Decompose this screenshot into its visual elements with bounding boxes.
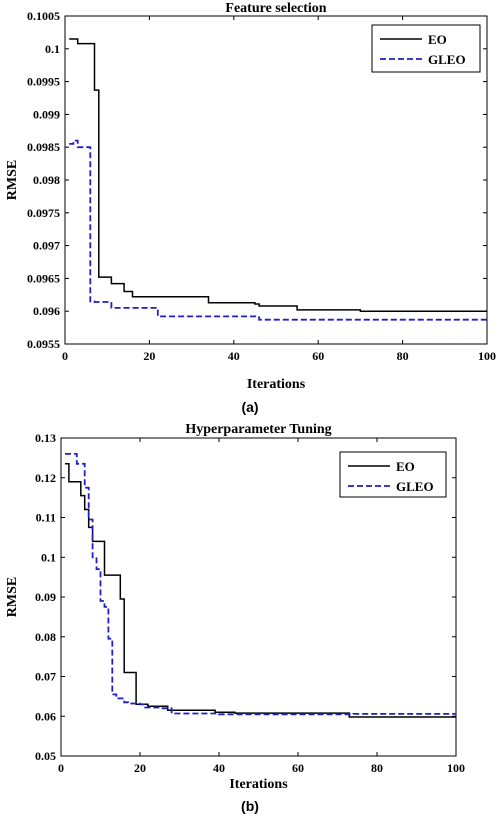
chart-panel-1: Hyperparameter Tuning 0 20 40 60 80 100 0.05 0.0… [5, 422, 465, 814]
x-tick-label: 60 [312, 349, 324, 363]
y-tick-label: 0.098 [33, 173, 60, 187]
chart-title: Feature selection [225, 1, 326, 16]
legend-label-eo: EO [428, 32, 447, 47]
y-tick-label: 0.0995 [27, 75, 60, 89]
panel-label: (a) [241, 399, 258, 415]
y-tick-label: 0.1 [41, 550, 56, 564]
x-axis-label: Iterations [247, 377, 306, 392]
panel-label: (b) [241, 798, 259, 814]
series-line-eo [65, 463, 456, 718]
x-tick-label: 100 [447, 761, 465, 775]
y-tick-label: 0.06 [35, 709, 56, 723]
legend-label-gleo: GLEO [396, 479, 434, 494]
series-line-eo [69, 38, 487, 312]
x-tick-label: 0 [58, 761, 64, 775]
y-tick-label: 0.0965 [27, 271, 60, 285]
legend-label-eo: EO [396, 459, 415, 474]
y-tick-label: 0.097 [33, 239, 60, 253]
chart-title: Hyperparameter Tuning [185, 422, 331, 437]
y-tick-label: 0.1005 [27, 9, 60, 23]
x-tick-label: 100 [478, 349, 496, 363]
y-tick-label: 0.11 [36, 511, 56, 525]
y-tick-label: 0.099 [33, 107, 60, 121]
y-tick-label: 0.12 [35, 471, 56, 485]
x-tick-label: 20 [143, 349, 155, 363]
y-tick-label: 0.0985 [27, 140, 60, 154]
y-tick-label: 0.05 [35, 749, 56, 763]
x-axis-label: Iterations [229, 777, 288, 792]
y-tick-label: 0.08 [35, 630, 56, 644]
legend-box [371, 24, 481, 73]
x-tick-label: 40 [228, 349, 240, 363]
y-tick-label: 0.13 [35, 431, 56, 445]
x-tick-label: 80 [371, 761, 383, 775]
y-tick-label: 0.1 [45, 42, 60, 56]
x-tick-label: 60 [292, 761, 304, 775]
x-tick-label: 20 [134, 761, 146, 775]
y-tick-label: 0.096 [33, 304, 60, 318]
series-line-gleo [65, 452, 456, 716]
legend-box [339, 451, 447, 498]
y-tick-label: 0.09 [35, 590, 56, 604]
y-tick-label: 0.07 [35, 670, 56, 684]
y-axis-label: RMSE [5, 160, 20, 200]
y-axis-label: RMSE [5, 577, 20, 617]
y-tick-label: 0.0975 [27, 206, 60, 220]
x-tick-label: 80 [397, 349, 409, 363]
legend-label-gleo: GLEO [428, 52, 466, 67]
x-tick-label: 0 [62, 349, 68, 363]
x-tick-label: 40 [213, 761, 225, 775]
y-tick-label: 0.0955 [27, 337, 60, 351]
chart-panel-0: Feature selection 0 20 40 60 80 100 0.0955 0.096… [5, 1, 496, 415]
series-line-gleo [69, 139, 487, 321]
